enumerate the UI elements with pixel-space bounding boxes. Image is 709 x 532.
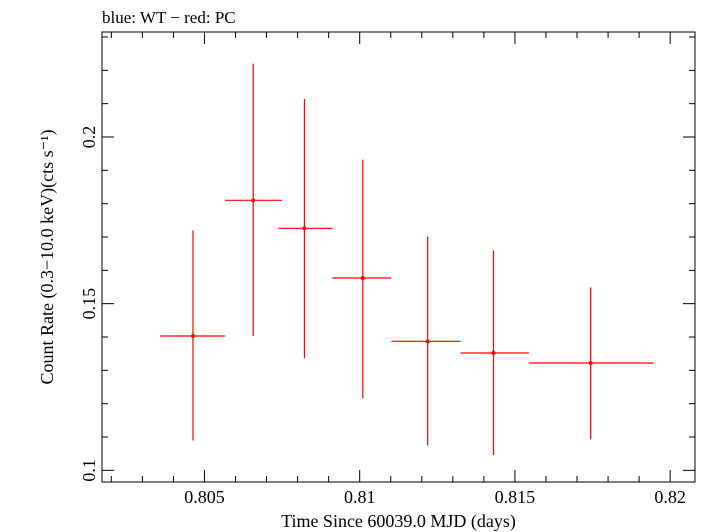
- point-marker: [360, 276, 365, 280]
- data-point: [460, 250, 529, 455]
- data-point: [528, 287, 654, 440]
- point-marker: [588, 361, 593, 365]
- x-axis-label: Time Since 60039.0 MJD (days): [281, 511, 516, 532]
- data-point: [160, 230, 225, 441]
- point-marker: [302, 226, 307, 231]
- y-tick-label: 0.1: [79, 459, 99, 482]
- data-point: [224, 63, 283, 336]
- x-tick-label: 0.82: [654, 487, 686, 507]
- y-tick-label: 0.2: [79, 126, 99, 149]
- data-point: [332, 159, 392, 399]
- chart-title: blue: WT − red: PC: [102, 8, 236, 27]
- data-point: [278, 99, 333, 359]
- point-marker: [491, 351, 496, 355]
- point-marker: [251, 198, 256, 203]
- tick-labels: 0.805 0.81 0.815 0.82 0.1 0.15 0.2: [79, 126, 686, 507]
- x-tick-label: 0.81: [344, 487, 376, 507]
- data-point: [391, 236, 461, 446]
- plot-frame: [101, 31, 696, 483]
- point-marker: [425, 339, 430, 344]
- y-axis-label: Count Rate (0.3−10.0 keV)(cts s⁻¹): [37, 129, 58, 384]
- axis-ticks: [102, 32, 695, 482]
- y-tick-label: 0.15: [79, 288, 99, 320]
- x-tick-label: 0.805: [184, 487, 225, 507]
- point-marker: [190, 334, 195, 338]
- x-tick-label: 0.815: [495, 487, 536, 507]
- data-series: [160, 63, 654, 455]
